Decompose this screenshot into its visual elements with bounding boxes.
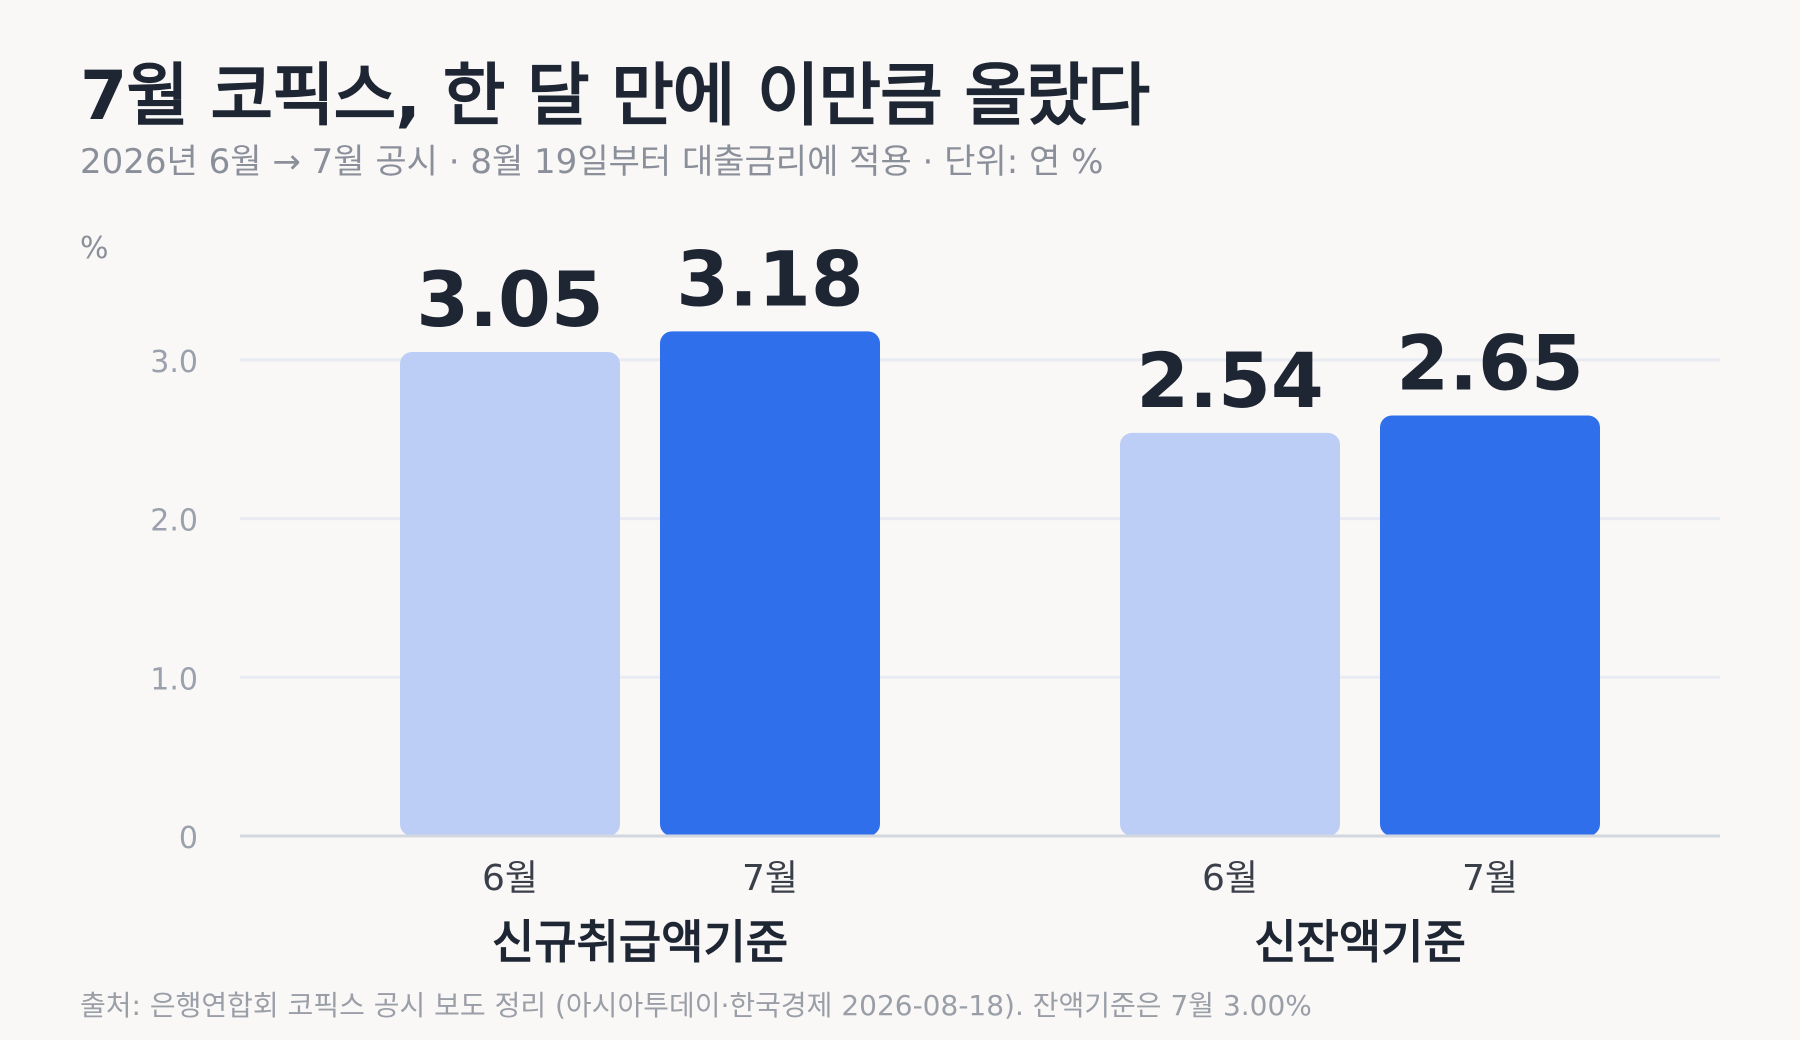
x-tick-label: 7월 bbox=[1462, 858, 1518, 899]
bar-2-june bbox=[1120, 432, 1340, 836]
source-note: 출처: 은행연합회 코픽스 공시 보도 정리 (아시아투데이·한국경제 2026… bbox=[80, 989, 1312, 1022]
x-tick-label: 7월 bbox=[742, 858, 798, 899]
x-tick-label: 6월 bbox=[482, 858, 538, 899]
y-tick-label: 1.0 bbox=[150, 662, 198, 697]
y-tick-label: 0 bbox=[179, 821, 198, 856]
x-tick-label: 6월 bbox=[1202, 858, 1258, 899]
y-tick-label: 3.0 bbox=[150, 345, 198, 380]
y-tick-label: 2.0 bbox=[150, 504, 198, 539]
bar-value-label: 2.54 bbox=[1136, 336, 1324, 425]
chart-subtitle: 2026년 6월 → 7월 공시 · 8월 19일부터 대출금리에 적용 · 단… bbox=[80, 142, 1104, 182]
bar-value-label: 3.18 bbox=[676, 234, 864, 323]
group-label: 신잔액기준 bbox=[1254, 915, 1466, 969]
bar-value-label: 2.65 bbox=[1396, 318, 1584, 407]
bar-2-july bbox=[1380, 415, 1600, 836]
bar-1-july bbox=[660, 331, 880, 836]
y-axis-label: % bbox=[80, 231, 109, 266]
chart-title: 7월 코픽스, 한 달 만에 이만큼 올랐다 bbox=[80, 57, 1150, 136]
group-label: 신규취급액기준 bbox=[492, 915, 788, 969]
bar-value-label: 3.05 bbox=[416, 255, 604, 344]
bar-1-june bbox=[400, 351, 620, 836]
